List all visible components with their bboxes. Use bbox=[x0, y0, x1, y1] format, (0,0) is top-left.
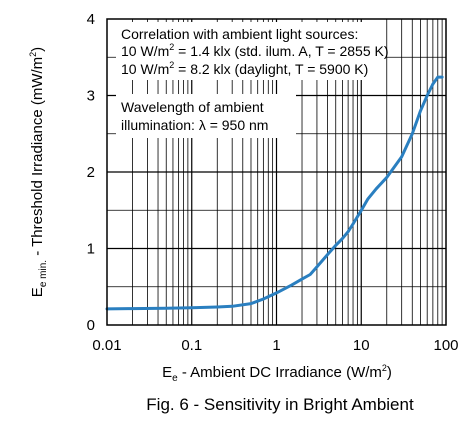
correlation-box-background bbox=[116, 22, 386, 80]
plot-frame bbox=[106, 18, 447, 326]
y-tick-label: 3 bbox=[87, 88, 95, 105]
x-tick-label: 100 bbox=[433, 337, 458, 354]
x-tick-label: 1 bbox=[272, 337, 280, 354]
x-tick-label: 0.01 bbox=[92, 337, 121, 354]
wavelength-line-2: illumination: λ = 950 nm bbox=[121, 117, 268, 133]
y-tick-label: 4 bbox=[87, 11, 95, 28]
x-tick-label: 10 bbox=[353, 337, 370, 354]
x-tick-labels: 0.01 0.1 1 10 100 bbox=[92, 337, 458, 354]
y-tick-label: 1 bbox=[87, 241, 95, 258]
figure-caption: Fig. 6 - Sensitivity in Bright Ambient bbox=[146, 395, 414, 414]
correlation-line-2: 10 W/m2 = 8.2 klx (daylight, T = 5900 K) bbox=[121, 60, 368, 77]
threshold-irradiance-curve bbox=[105, 75, 444, 311]
y-tick-labels: 0 1 2 3 4 bbox=[87, 11, 95, 334]
y-tick-label: 0 bbox=[87, 317, 95, 334]
x-tick-label: 0.1 bbox=[181, 337, 202, 354]
correlation-title: Correlation with ambient light sources: bbox=[121, 26, 358, 42]
correlation-line-1: 10 W/m2 = 1.4 klx (std. ilum. A, T = 285… bbox=[121, 42, 389, 59]
x-axis-title: Ee - Ambient DC Irradiance (W/m2) bbox=[162, 363, 392, 384]
wavelength-box-background bbox=[116, 94, 296, 138]
wavelength-line-1: Wavelength of ambient bbox=[121, 99, 264, 115]
y-axis-title: Ee min. - Threshold Irradiance (mW/m2) bbox=[28, 47, 49, 297]
y-tick-label: 2 bbox=[87, 164, 95, 181]
